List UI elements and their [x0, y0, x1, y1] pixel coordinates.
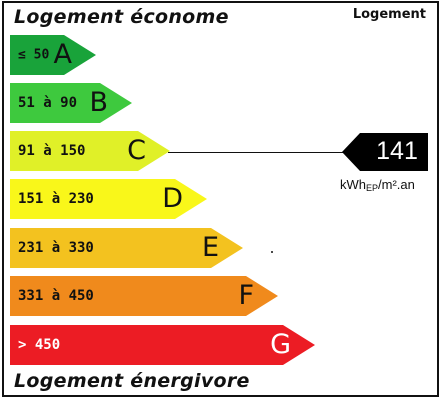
- energy-unit: kWhEP/m².an: [340, 177, 415, 193]
- energy-class-bar-f: 331 à 450 F: [10, 276, 278, 316]
- energy-class-letter: G: [270, 328, 291, 360]
- speck: [271, 251, 273, 253]
- label-frame: [2, 1, 439, 397]
- energy-value-indicator: 141: [342, 133, 428, 171]
- unit-main: kWh: [340, 177, 366, 192]
- energy-class-letter: F: [238, 279, 254, 311]
- unit-rest: /m².an: [378, 177, 415, 192]
- energy-class-letter: D: [162, 182, 183, 214]
- energy-class-range: 231 à 330: [18, 240, 94, 256]
- energy-class-letter: A: [53, 38, 72, 70]
- energy-class-bar-d: 151 à 230 D: [10, 179, 207, 219]
- energy-class-bar-c: 91 à 150 C: [10, 131, 170, 171]
- energy-class-letter: C: [127, 134, 146, 166]
- indicator-connector-line: [168, 152, 344, 153]
- energy-class-range: ≤ 50: [18, 47, 50, 63]
- energy-class-bar-g: > 450 G: [10, 325, 315, 365]
- energy-class-range: > 450: [18, 337, 61, 353]
- energy-class-letter: B: [89, 86, 108, 118]
- title-economical: Logement économe: [14, 6, 229, 28]
- title-energy-intensive: Logement énergivore: [14, 370, 250, 392]
- energy-class-letter: E: [201, 231, 219, 263]
- energy-class-range: 51 à 90: [18, 95, 78, 111]
- unit-subscript: EP: [366, 183, 379, 193]
- housing-label: Logement: [352, 7, 426, 22]
- energy-class-range: 331 à 450: [18, 288, 94, 304]
- energy-class-range: 151 à 230: [18, 191, 94, 207]
- energy-class-range: 91 à 150: [18, 143, 86, 159]
- energy-value: 141: [376, 136, 418, 165]
- energy-class-bar-e: 231 à 330 E: [10, 228, 243, 268]
